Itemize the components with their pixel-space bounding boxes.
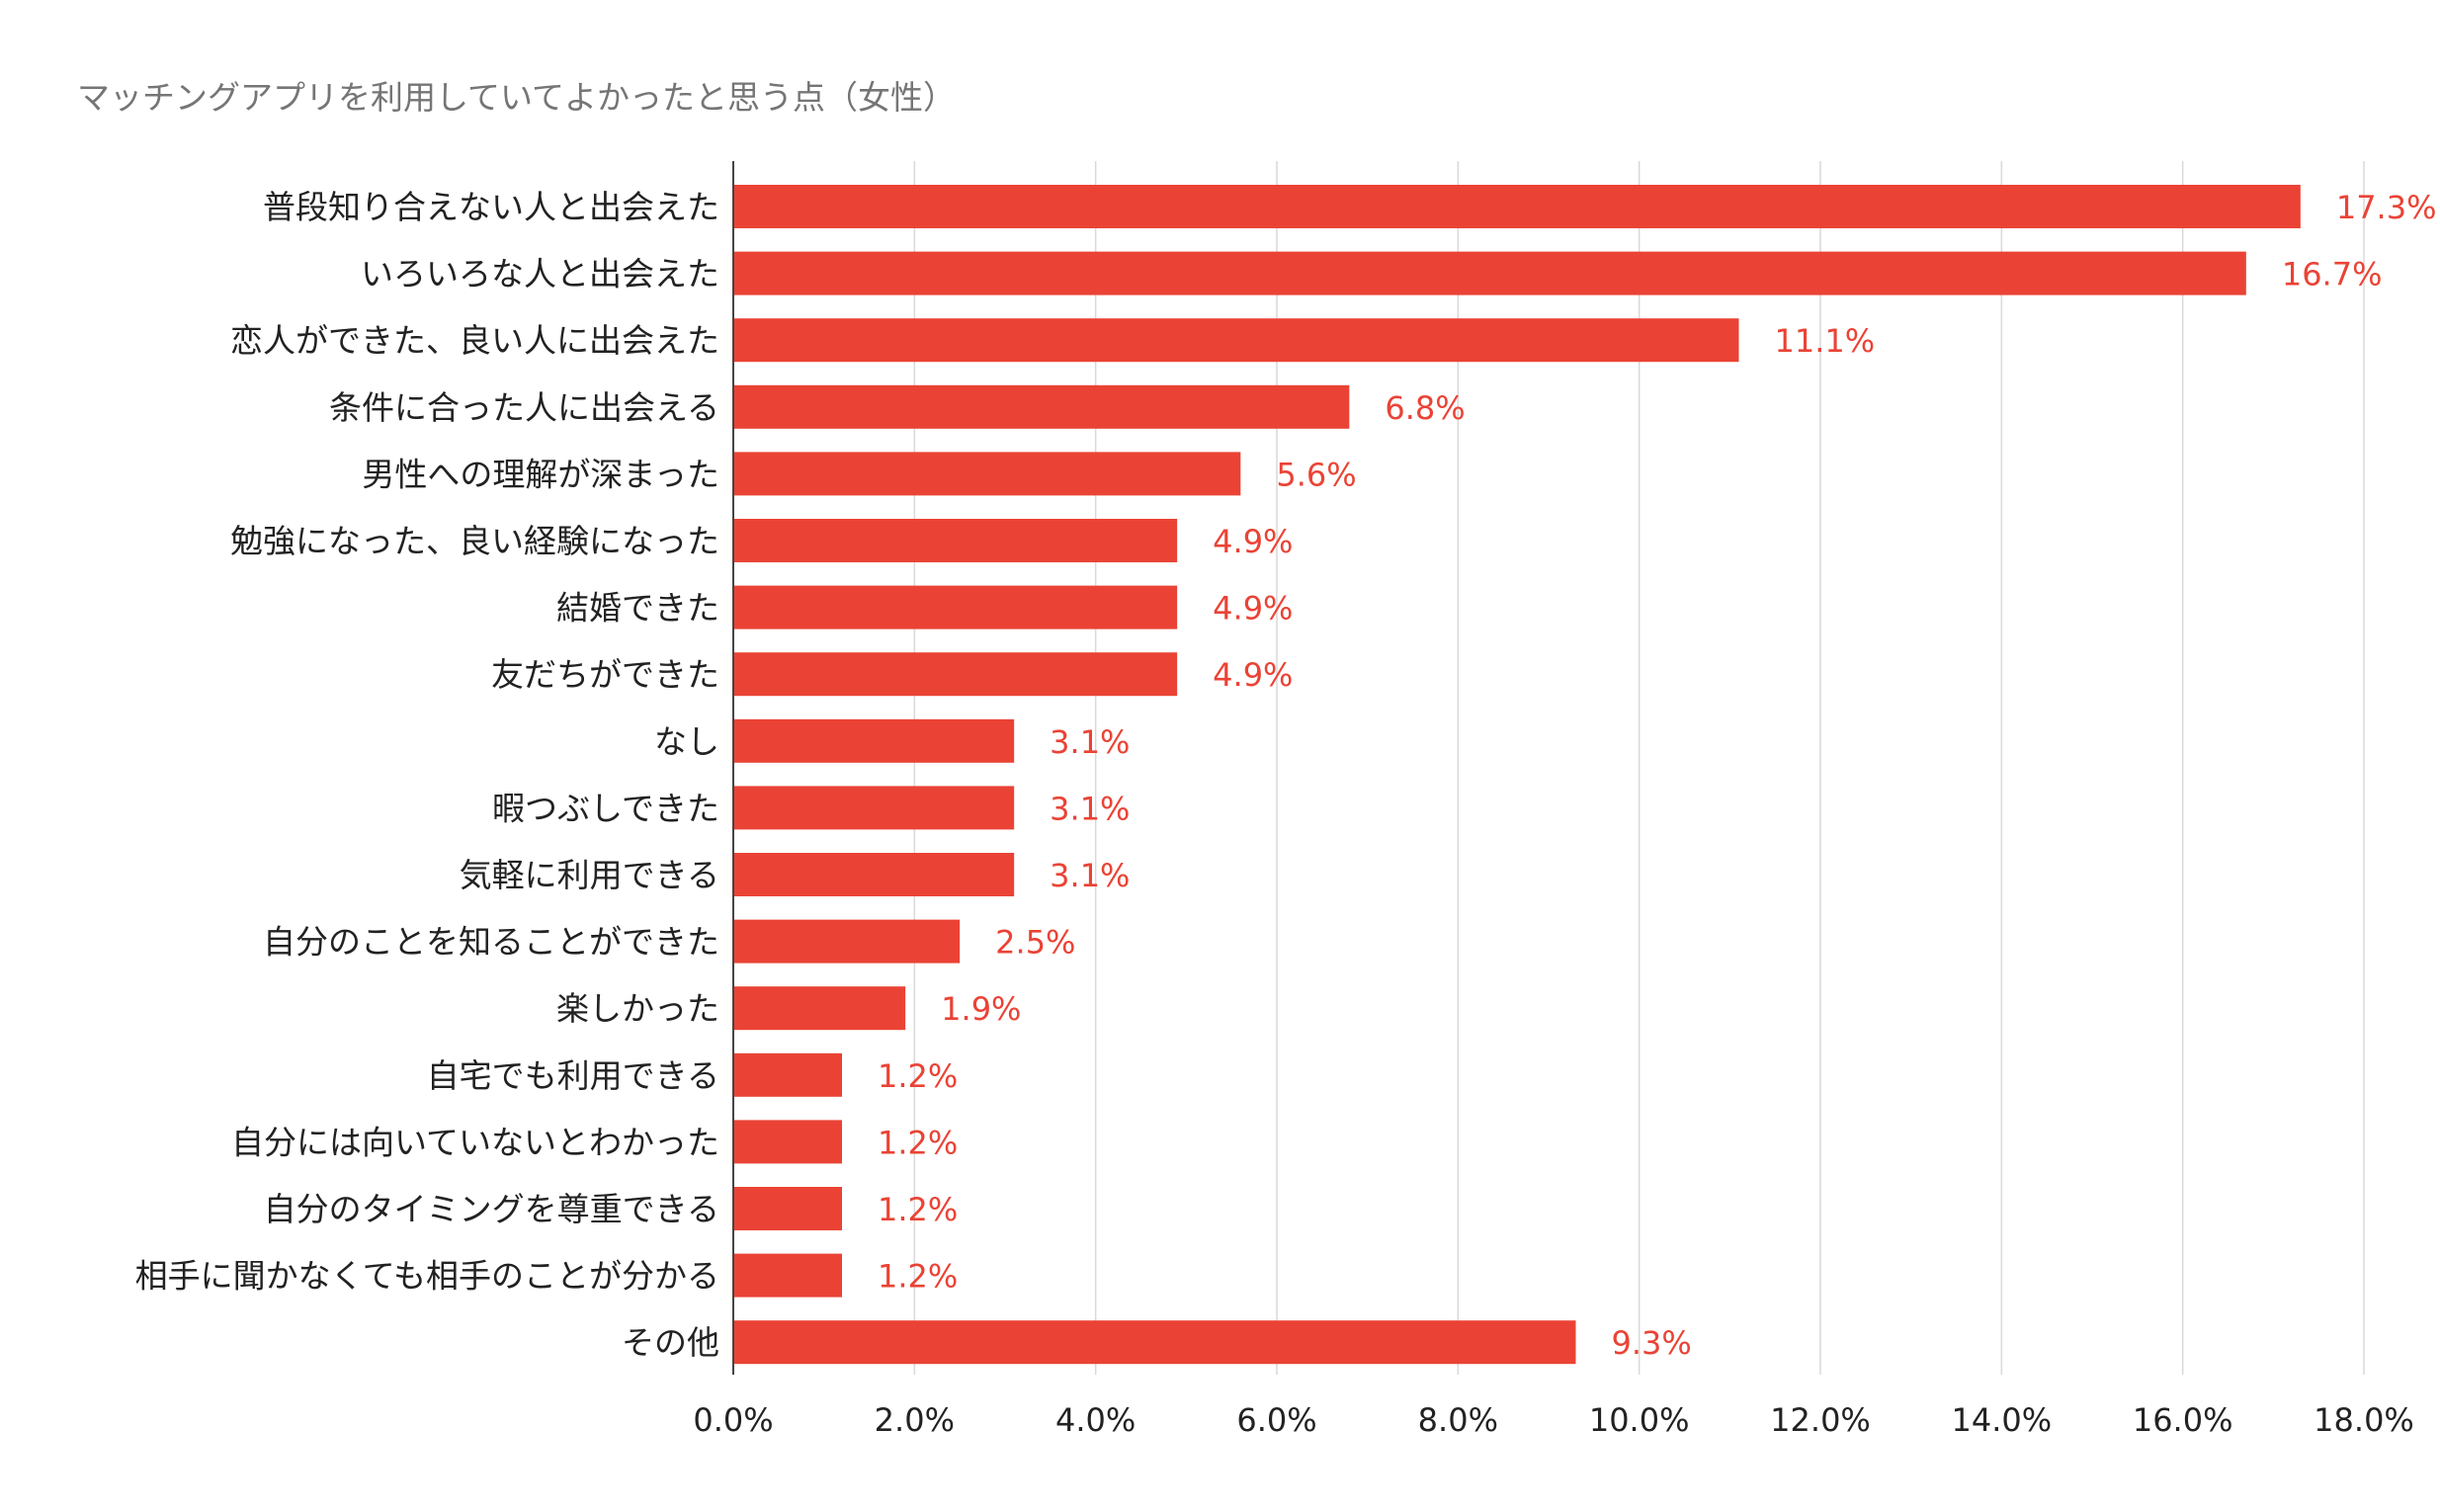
value-label: 3.1%: [1050, 790, 1130, 827]
category-label: 自分のタイミングを尊重できる: [264, 1190, 719, 1228]
bar: [733, 786, 1015, 830]
value-label: 1.2%: [878, 1191, 958, 1228]
bar: [733, 251, 2246, 295]
x-tick-label: 2.0%: [875, 1401, 955, 1439]
value-label: 1.2%: [878, 1124, 958, 1161]
value-label: 4.9%: [1213, 523, 1293, 560]
category-label: 気軽に利用できる: [460, 856, 719, 894]
x-tick-label: 16.0%: [2133, 1401, 2233, 1439]
category-label: 条件に合った人に出会える: [329, 388, 719, 427]
category-label: その他: [622, 1323, 719, 1362]
value-label: 2.5%: [995, 924, 1075, 962]
category-label: なし: [654, 722, 719, 761]
bar: [733, 585, 1178, 630]
bar: [733, 1120, 842, 1164]
category-label: 楽しかった: [556, 989, 719, 1028]
bar: [733, 986, 906, 1031]
category-label: いろいろな人と出会えた: [361, 255, 719, 294]
labels: 0.0% 2.0% 4.0% 6.0% 8.0% 10.0% 12.0% 14.0% 16.0%…: [135, 188, 2437, 1439]
x-tick-label: 8.0%: [1418, 1401, 1498, 1439]
category-label: 自分には向いていないとわかった: [231, 1123, 719, 1161]
value-label: 3.1%: [1050, 857, 1130, 894]
x-tick-label: 10.0%: [1589, 1401, 1690, 1439]
value-label: 5.6%: [1276, 456, 1356, 493]
bar: [733, 384, 1350, 429]
category-label: 相手に聞かなくても相手のことが分かる: [135, 1257, 719, 1296]
category-label: 男性への理解が深まった: [362, 455, 719, 493]
bar: [733, 452, 1241, 496]
value-label: 17.3%: [2336, 189, 2437, 226]
bar: [733, 919, 961, 964]
bar: [733, 1052, 842, 1097]
category-label: 暇つぶしできた: [492, 789, 719, 827]
category-label: 結婚できた: [556, 589, 719, 628]
category-label: 普段知り合えない人と出会えた: [263, 188, 719, 226]
x-tick-label: 18.0%: [2314, 1401, 2414, 1439]
bar: [733, 318, 1739, 363]
category-label: 自分のことを知ることができた: [263, 923, 719, 962]
x-tick-label: 14.0%: [1952, 1401, 2053, 1439]
value-label: 3.1%: [1050, 723, 1130, 761]
value-label: 9.3%: [1612, 1324, 1692, 1362]
x-tick-label: 4.0%: [1055, 1401, 1136, 1439]
bar: [733, 652, 1178, 697]
value-label: 1.9%: [941, 990, 1021, 1028]
value-label: 1.2%: [878, 1258, 958, 1296]
x-tick-label: 0.0%: [693, 1401, 773, 1439]
value-label: 4.9%: [1213, 656, 1293, 694]
bar: [733, 718, 1015, 763]
bar: [733, 185, 2301, 228]
x-tick-label: 6.0%: [1236, 1401, 1316, 1439]
value-label: 4.9%: [1213, 590, 1293, 628]
category-label: 勉強になった、良い経験になった: [230, 522, 719, 560]
bar: [733, 1187, 842, 1230]
category-label: 恋人ができた、良い人に出会えた: [230, 321, 719, 360]
bar: [733, 1320, 1576, 1365]
gridlines: [913, 161, 2365, 1375]
chart-title: マッチングアプリを利用していてよかったと思う点（女性）: [77, 78, 957, 117]
value-label: 1.2%: [878, 1057, 958, 1095]
bars: [733, 185, 2301, 1365]
category-label: 自宅でも利用できる: [427, 1056, 719, 1095]
value-label: 11.1%: [1775, 322, 1876, 360]
category-label: 友だちができた: [491, 655, 719, 694]
x-tick-label: 12.0%: [1770, 1401, 1871, 1439]
bar: [733, 1253, 842, 1298]
bar: [733, 519, 1178, 562]
value-label: 6.8%: [1385, 389, 1465, 427]
value-label: 16.7%: [2282, 256, 2383, 294]
bar: [733, 853, 1015, 896]
